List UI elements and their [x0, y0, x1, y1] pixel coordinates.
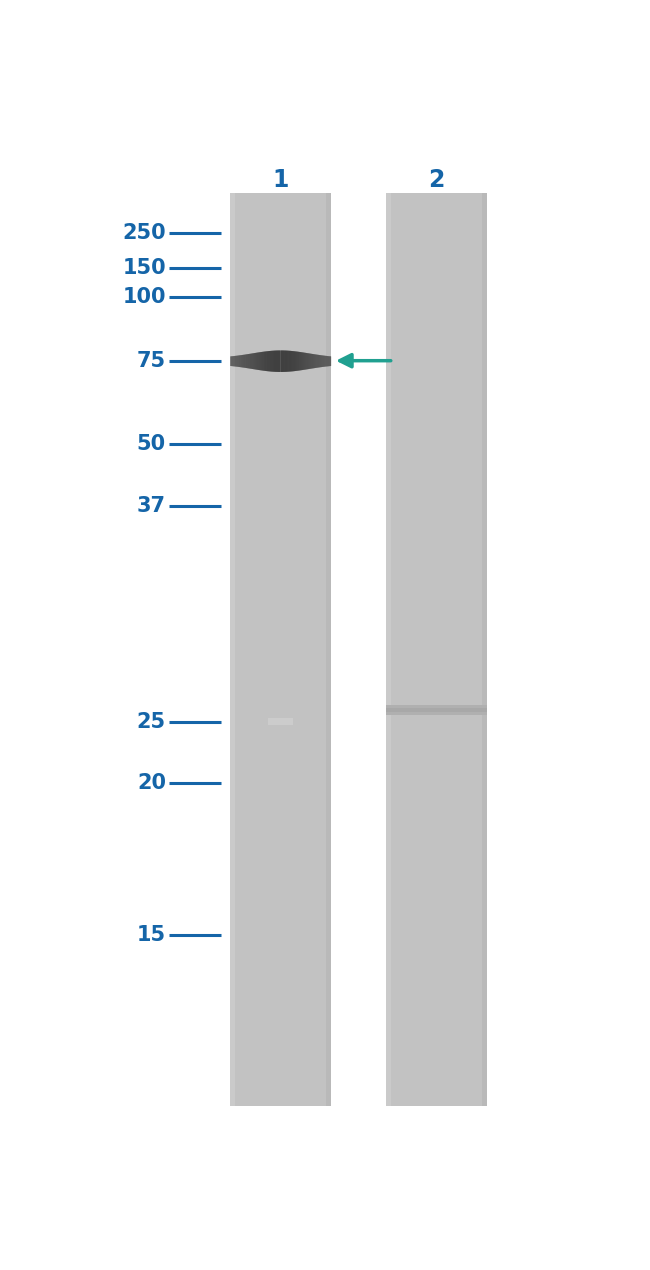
Bar [326, 193, 331, 1106]
Bar [482, 193, 487, 1106]
Text: 37: 37 [137, 497, 166, 517]
Bar [230, 193, 235, 1106]
Text: 2: 2 [428, 168, 445, 192]
Bar [386, 705, 487, 715]
Text: 25: 25 [136, 711, 166, 732]
Bar [386, 707, 487, 711]
Text: 250: 250 [122, 222, 166, 243]
Text: 150: 150 [122, 258, 166, 278]
Text: 50: 50 [136, 434, 166, 453]
Text: 15: 15 [136, 925, 166, 945]
Bar [386, 193, 487, 1106]
Text: 20: 20 [137, 773, 166, 794]
Text: 75: 75 [136, 351, 166, 371]
Text: 100: 100 [122, 287, 166, 307]
Text: 1: 1 [272, 168, 289, 192]
Bar [230, 193, 331, 1106]
Bar [386, 193, 391, 1106]
